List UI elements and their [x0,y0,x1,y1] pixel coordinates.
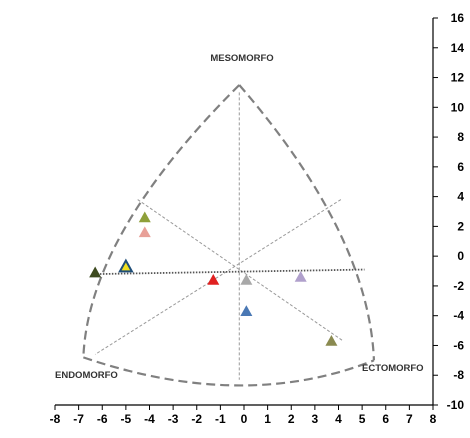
y-tick-label: 14 [451,41,465,55]
y-tick-label: -4 [453,309,464,323]
guide-line-2 [94,199,342,355]
x-tick-label: 0 [241,412,248,426]
corner-label-endomorfo: ENDOMORFO [55,370,118,381]
y-tick-label: -8 [453,368,464,382]
x-tick-label: -2 [191,412,202,426]
y-tick-label: 10 [451,100,465,114]
data-point-9 [325,334,338,346]
x-tick-label: -1 [215,412,226,426]
x-tick-label: -5 [121,412,132,426]
corner-label-mesomorfo: MESOMORFO [210,53,273,64]
x-tick-label: -7 [73,412,84,426]
outline-arc-right [238,84,376,361]
y-tick-label: 0 [457,249,464,263]
y-tick-label: 2 [457,219,464,233]
y-tick-label: 16 [451,11,465,25]
outline-arc-bottom [82,356,375,387]
x-tick-label: 6 [382,412,389,426]
y-tick-label: -2 [453,279,464,293]
outline-arc-left [82,84,241,358]
somatochart-outline [82,84,376,387]
y-tick-label: -10 [447,398,465,412]
corner-label-ectomorfo: ECTOMORFO [362,363,424,374]
trend-line-group [99,268,365,275]
x-tick-label: 4 [335,412,342,426]
x-tick-label: 8 [430,412,437,426]
data-point-2 [118,258,134,273]
y-tick-label: 4 [457,190,464,204]
y-tick-label: 8 [457,130,464,144]
data-points [89,211,338,346]
data-point-7 [240,305,253,317]
x-tick-label: -8 [50,412,61,426]
axes: -8 -7 -6 -5 -4 -3 -2 -1 0 1 2 3 4 5 6 7 8-10-8-6-4-20246… [50,11,465,426]
x-tick-label: 2 [288,412,295,426]
x-tick-label: 3 [312,412,319,426]
trend-line [99,268,365,275]
x-tick-label: -4 [144,412,155,426]
data-point-1 [89,266,102,278]
guide-line-1 [137,199,344,342]
data-point-3 [138,211,151,223]
data-point-4 [138,226,151,238]
y-tick-label: 12 [451,71,465,85]
x-tick-label: 1 [264,412,271,426]
y-tick-label: 6 [457,160,464,174]
x-tick-label: -3 [168,412,179,426]
y-tick-label: -6 [453,338,464,352]
x-tick-label: 5 [359,412,366,426]
x-tick-label: -6 [97,412,108,426]
guide-lines [94,92,344,380]
x-tick-label: 7 [406,412,413,426]
data-point-8 [294,270,307,282]
data-point-5 [207,273,220,285]
data-point-6 [240,273,253,285]
